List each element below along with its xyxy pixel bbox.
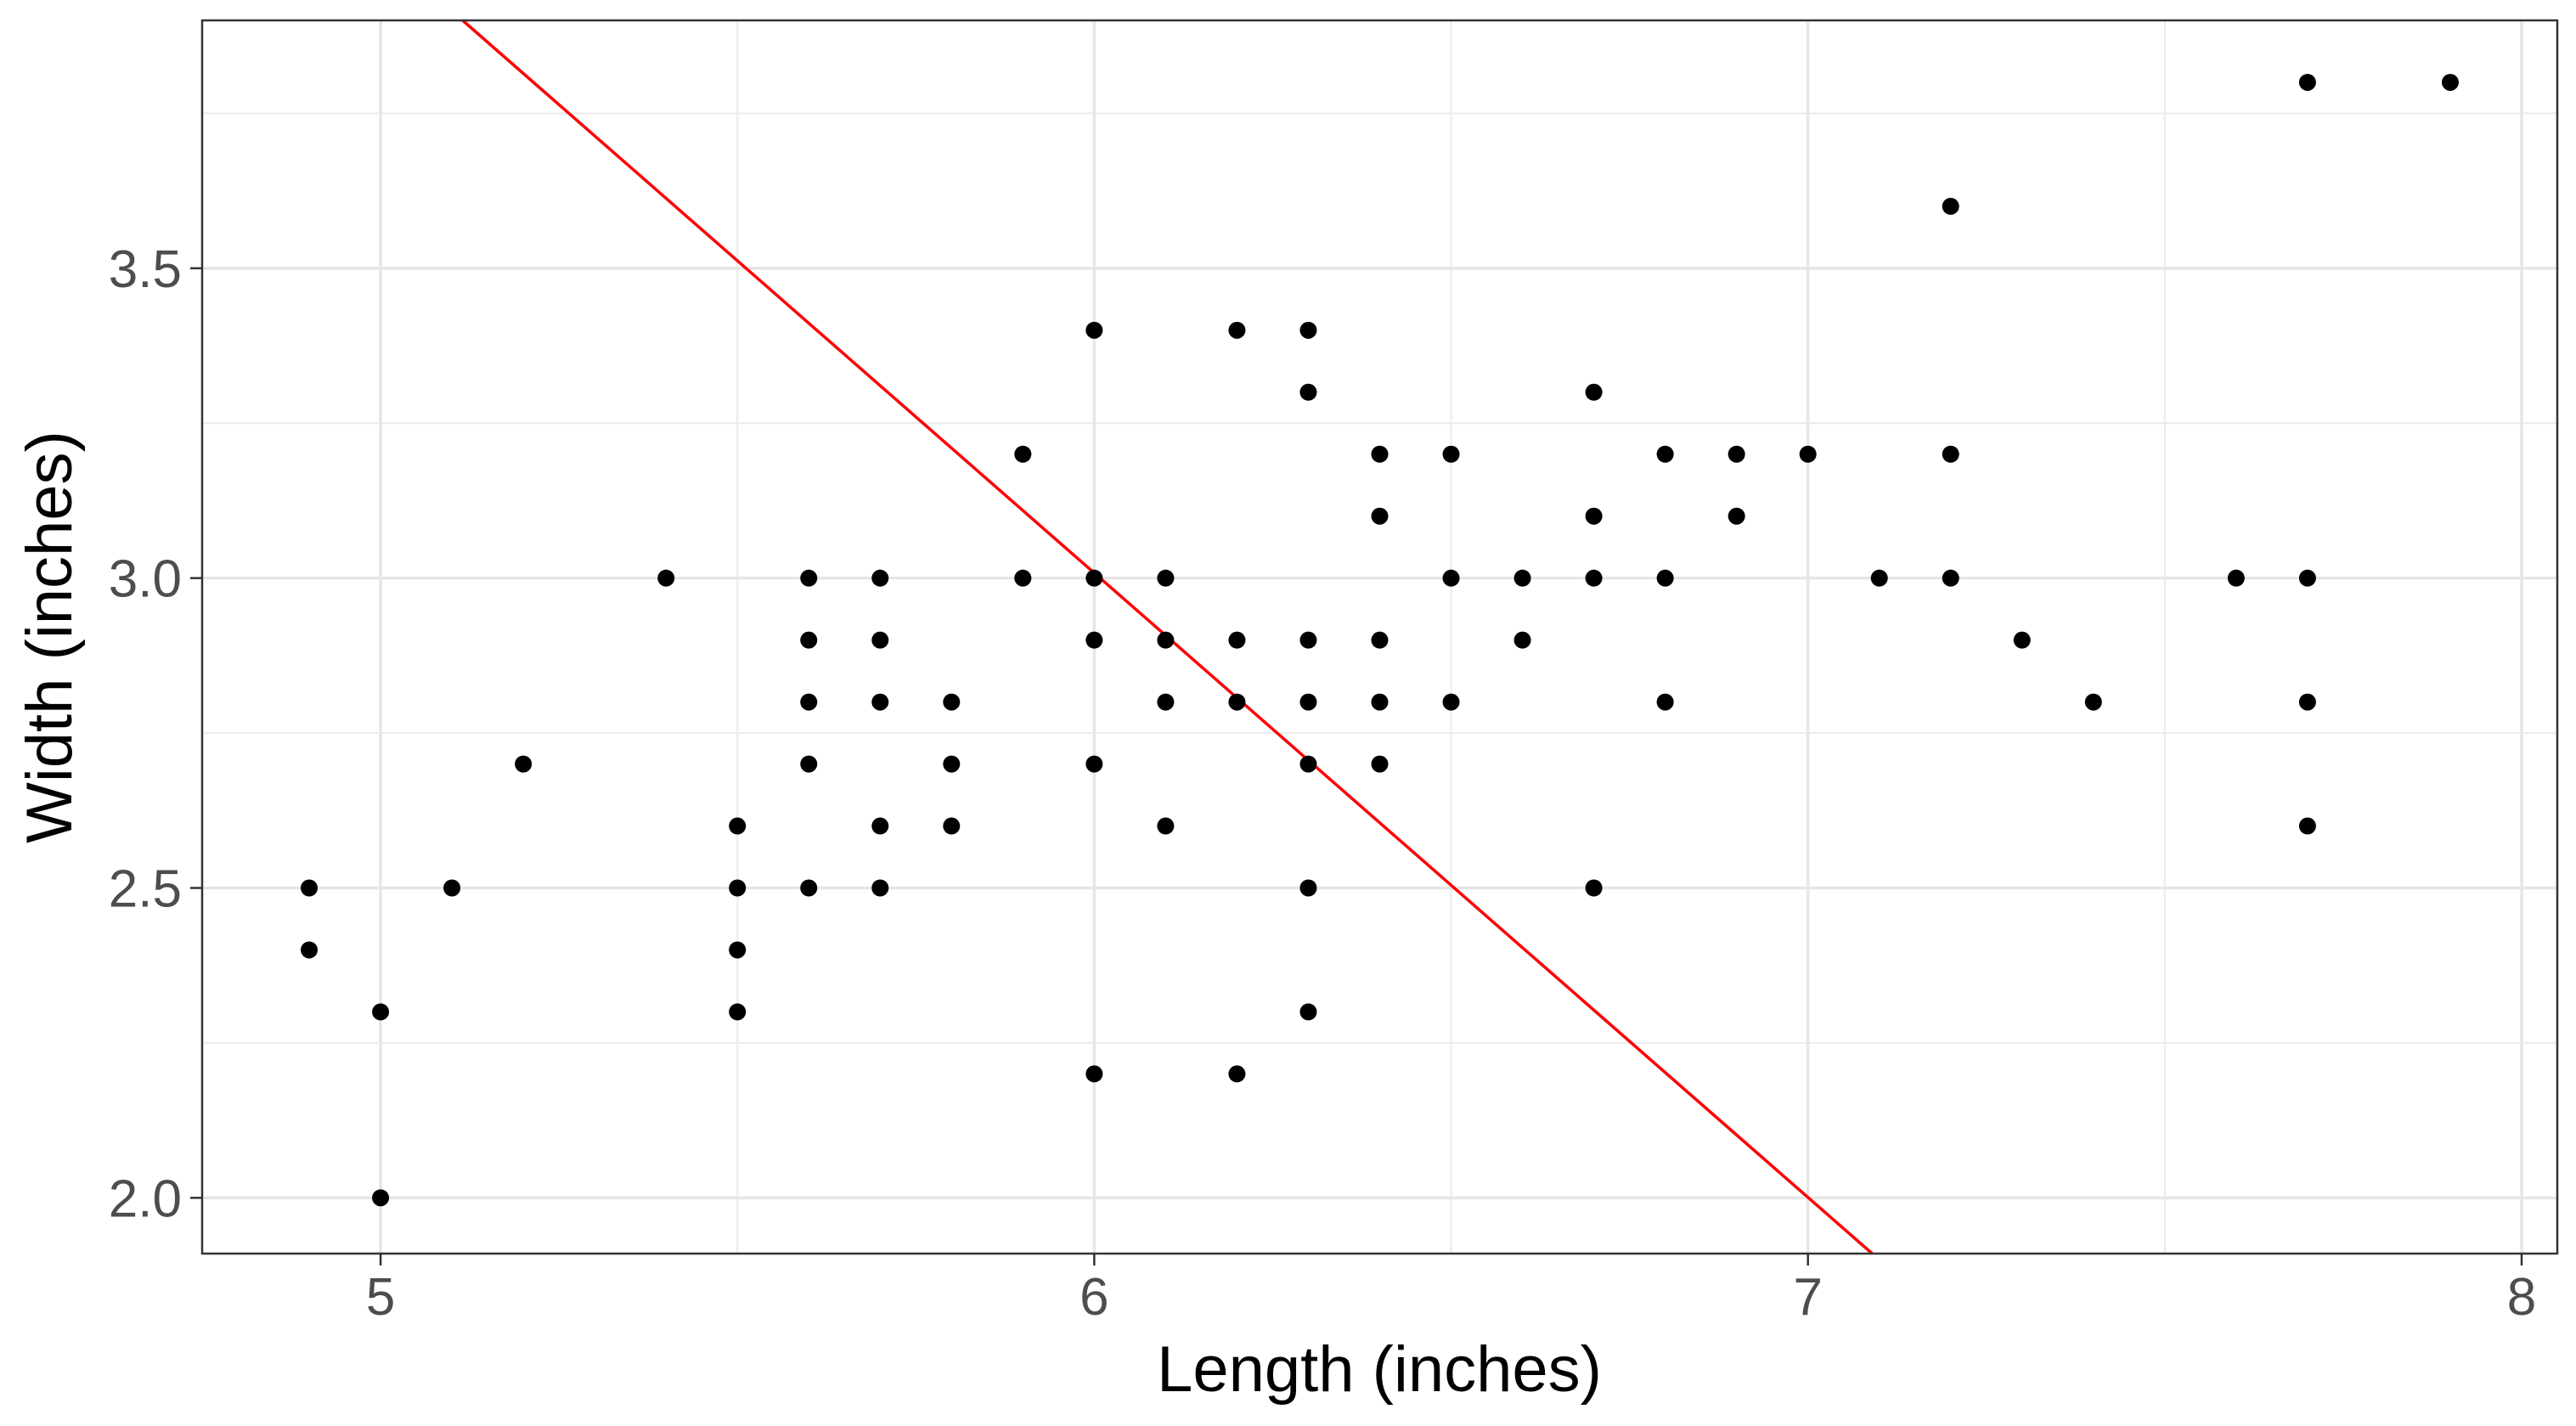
data-point <box>1728 445 1745 463</box>
data-point <box>1371 755 1389 773</box>
data-point <box>2013 631 2031 649</box>
data-point <box>1228 631 1246 649</box>
data-point <box>2298 73 2316 91</box>
data-point <box>1085 321 1103 339</box>
data-point <box>1442 569 1460 587</box>
data-point <box>1299 693 1317 711</box>
data-point <box>800 755 818 773</box>
y-axis-title: Width (inches) <box>14 431 86 843</box>
data-point <box>2227 569 2245 587</box>
data-point <box>1157 817 1175 835</box>
data-point <box>2298 817 2316 835</box>
data-point <box>871 879 889 897</box>
data-point <box>1442 445 1460 463</box>
data-point <box>800 631 818 649</box>
x-axis-ticks: 5 6 7 8 <box>366 1254 2536 1327</box>
x-tick-label: 8 <box>2507 1268 2536 1327</box>
data-point <box>1942 569 1959 587</box>
data-point <box>871 693 889 711</box>
data-point <box>1942 445 1959 463</box>
data-point <box>943 693 961 711</box>
data-point <box>2298 569 2316 587</box>
data-point <box>1371 445 1389 463</box>
minor-gridlines <box>202 20 2557 1254</box>
data-point <box>871 631 889 649</box>
data-point <box>1371 693 1389 711</box>
data-point <box>1585 879 1603 897</box>
data-point <box>1585 383 1603 401</box>
y-tick-label: 2.0 <box>109 1170 182 1228</box>
data-point <box>2441 73 2459 91</box>
data-point <box>1085 755 1103 773</box>
y-tick-label: 3.0 <box>109 550 182 609</box>
data-point <box>1014 445 1032 463</box>
data-point <box>871 817 889 835</box>
data-point <box>1585 507 1603 525</box>
data-point <box>1656 693 1674 711</box>
data-points <box>301 73 2459 1207</box>
data-point <box>1728 507 1745 525</box>
data-point <box>1442 693 1460 711</box>
data-point <box>301 879 318 897</box>
data-point <box>1157 693 1175 711</box>
data-point <box>800 879 818 897</box>
data-point <box>943 755 961 773</box>
data-point <box>729 941 747 959</box>
y-tick-label: 3.5 <box>109 240 182 299</box>
data-point <box>1656 569 1674 587</box>
y-tick-label: 2.5 <box>109 860 182 919</box>
data-point <box>1228 1065 1246 1083</box>
data-point <box>301 941 318 959</box>
data-point <box>871 569 889 587</box>
x-tick-label: 5 <box>366 1268 395 1327</box>
plot-border <box>200 19 2559 1255</box>
major-gridlines <box>202 20 2557 1254</box>
data-point <box>1299 631 1317 649</box>
data-point <box>1299 879 1317 897</box>
data-point <box>800 693 818 711</box>
data-point <box>1157 631 1175 649</box>
data-point <box>943 817 961 835</box>
x-tick-label: 6 <box>1079 1268 1108 1327</box>
x-tick-label: 7 <box>1793 1268 1822 1327</box>
data-point <box>1371 507 1389 525</box>
data-point <box>1228 693 1246 711</box>
x-axis-title: Length (inches) <box>1157 1333 1602 1406</box>
data-point <box>1299 383 1317 401</box>
data-point <box>1157 569 1175 587</box>
data-point <box>1299 321 1317 339</box>
data-point <box>1870 569 1888 587</box>
data-point <box>1942 197 1959 215</box>
data-point <box>443 879 461 897</box>
data-point <box>1299 1003 1317 1021</box>
data-point <box>515 755 533 773</box>
data-point <box>729 879 747 897</box>
data-point <box>1085 631 1103 649</box>
data-point <box>1228 321 1246 339</box>
data-point <box>1656 445 1674 463</box>
data-point <box>729 817 747 835</box>
data-point <box>2298 693 2316 711</box>
data-point <box>1513 631 1531 649</box>
data-point <box>729 1003 747 1021</box>
data-point <box>1585 569 1603 587</box>
data-point <box>1371 631 1389 649</box>
data-point <box>800 569 818 587</box>
data-point <box>657 569 675 587</box>
data-point <box>1513 569 1531 587</box>
y-axis-ticks: 2.0 2.5 3.0 3.5 <box>109 240 202 1228</box>
data-point <box>1299 755 1317 773</box>
data-point <box>372 1189 390 1207</box>
data-point <box>1085 569 1103 587</box>
data-point <box>372 1003 390 1021</box>
data-point <box>1085 1065 1103 1083</box>
data-point <box>1014 569 1032 587</box>
data-point <box>1799 445 1817 463</box>
data-point <box>2084 693 2102 711</box>
